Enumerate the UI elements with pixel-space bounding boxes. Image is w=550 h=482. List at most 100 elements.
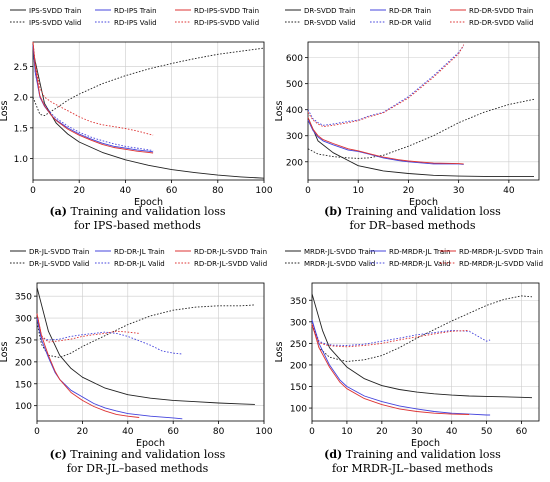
caption-a: (a) Training and validation loss for IPS…	[0, 205, 275, 233]
chart-a-series-line	[32, 41, 154, 136]
caption-b-line1: Training and validation loss	[345, 205, 501, 218]
caption-a-tag: (a)	[49, 205, 67, 218]
chart-d-series-line	[311, 325, 470, 348]
chart-a-xlabel: Epoch	[134, 197, 163, 208]
chart-d-legend-label: RD-MRDR-JL Train	[389, 248, 451, 256]
caption-b-tag: (b)	[324, 205, 343, 218]
caption-c-line1: Training and validation loss	[70, 448, 226, 461]
chart-b-xtick-label: 10	[352, 186, 364, 196]
chart-b-svg: 200 300 400 500 600 0 10 20 30 40 Epoch Loss DR-SVDD…	[274, 7, 540, 208]
chart-d-svg: 100 150 200 250 300 350 0 10 20 30 40 50 60 Epoch Loss…	[274, 248, 543, 449]
chart-c-ytick-label: 350	[15, 293, 32, 303]
chart-d-series-line	[311, 319, 491, 416]
chart-c-legend-label: RD-DR-JL Train	[114, 248, 165, 256]
chart-c-series-line	[36, 317, 183, 355]
chart-d-ytick-label: 100	[290, 405, 307, 415]
chart-d-ytick-label: 300	[290, 318, 307, 328]
chart-b-ytick-label: 600	[286, 54, 303, 64]
chart-a-ytick-label: 2.0	[14, 94, 29, 104]
chart-c-series-line	[36, 313, 140, 418]
chart-c-legend-label: DR-JL-SVDD Valid	[29, 260, 89, 268]
chart-c-series-line	[36, 287, 255, 405]
chart-b-legend-label: RD-DR Train	[389, 7, 431, 15]
chart-d-legend-label: MRDR-JL-SVDD Train	[304, 248, 375, 256]
chart-d-xlabel: Epoch	[411, 438, 440, 449]
caption-c: (c) Training and validation loss for DR-…	[0, 448, 275, 476]
chart-c-xtick-label: 80	[213, 427, 225, 437]
chart-c-series-line	[36, 304, 255, 358]
chart-a-legend-label: IPS-SVDD Train	[29, 7, 81, 15]
chart-b-frame	[307, 41, 540, 181]
chart-c-svg: 100 150 200 250 300 350 0 20 40 60 80 100 Epoch Loss D…	[0, 248, 273, 449]
chart-b-ytick-label: 400	[286, 106, 303, 116]
caption-d-line2: for MRDR-JL–based methods	[331, 462, 494, 475]
chart-a-xtick-label: 60	[166, 186, 178, 196]
chart-a-ytick-label: 2.5	[14, 63, 28, 73]
chart-b-legend-label: DR-SVDD Valid	[304, 19, 356, 27]
chart-b-xtick-label: 0	[305, 186, 311, 196]
caption-a-line1: Training and validation loss	[70, 205, 226, 218]
chart-d-ylabel: Loss	[274, 342, 285, 363]
chart-c-xtick-label: 100	[255, 427, 272, 437]
chart-a-xtick-label: 40	[120, 186, 132, 196]
chart-b-xtick-label: 30	[453, 186, 465, 196]
chart-c-xtick-label: 60	[167, 427, 179, 437]
chart-a-ylabel: Loss	[0, 101, 10, 122]
chart-d-xtick-label: 10	[341, 427, 353, 437]
chart-d-xtick-label: 50	[481, 427, 493, 437]
chart-c-legend-label: DR-JL-SVDD Train	[29, 248, 89, 256]
chart-b-ytick-label: 300	[286, 132, 303, 142]
chart-a-ytick-label: 1.0	[14, 155, 29, 165]
chart-d-series-line	[311, 321, 491, 346]
chart-d-xtick-label: 40	[446, 427, 458, 437]
chart-panel-b: 200 300 400 500 600 0 10 20 30 40 Epoch Loss DR-SVDD…	[274, 0, 550, 241]
caption-d: (d) Training and validation loss for MRD…	[275, 448, 550, 476]
chart-a-svg: 1.0 1.5 2.0 2.5 0 20 40 60 80 100 Epoch Loss IPS-SVD…	[0, 7, 273, 208]
chart-a-legend-label: RD-IPS Train	[114, 7, 157, 15]
chart-a-series-line	[32, 47, 265, 117]
chart-panel-d: 100 150 200 250 300 350 0 10 20 30 40 50 60 Epoch Loss…	[274, 241, 550, 482]
chart-c-xtick-label: 20	[77, 427, 89, 437]
chart-a-xtick-label: 20	[73, 186, 85, 196]
chart-d-xtick-label: 20	[376, 427, 388, 437]
caption-d-line1: Training and validation loss	[345, 448, 501, 461]
chart-a-series-line	[32, 45, 154, 153]
chart-c-frame	[36, 282, 265, 422]
chart-b-series-line	[307, 117, 534, 178]
chart-d-xtick-label: 30	[411, 427, 423, 437]
chart-a-xtick-label: 0	[30, 186, 36, 196]
chart-a-series-line	[32, 45, 154, 152]
chart-d-legend-label: MRDR-JL-SVDD Valid	[304, 260, 375, 268]
chart-d-xtick-label: 60	[516, 427, 528, 437]
chart-b-xtick-label: 40	[503, 186, 515, 196]
chart-d-legend-label: RD-MRDR-JL-SVDD Valid	[459, 260, 543, 268]
chart-a-ytick-label: 1.5	[14, 124, 28, 134]
chart-d-ytick-label: 150	[290, 383, 307, 393]
chart-panel-c: 100 150 200 250 300 350 0 20 40 60 80 100 Epoch Loss D…	[0, 241, 275, 482]
caption-c-tag: (c)	[49, 448, 67, 461]
chart-b-legend-label: RD-DR-SVDD Train	[469, 7, 533, 15]
chart-b-series-line	[307, 119, 464, 165]
chart-c-ytick-label: 100	[15, 402, 32, 412]
chart-b-series-line	[307, 98, 535, 159]
chart-c-xlabel: Epoch	[136, 438, 165, 449]
chart-d-legend-label: RD-MRDR-JL Valid	[389, 260, 451, 268]
chart-a-legend-label: IPS-SVDD Valid	[29, 19, 81, 27]
chart-d-xtick-label: 0	[309, 427, 315, 437]
chart-a-xtick-label: 100	[255, 186, 272, 196]
chart-a-series-line	[32, 41, 154, 154]
chart-c-xtick-label: 0	[34, 427, 40, 437]
chart-d-ytick-label: 200	[290, 361, 307, 371]
chart-b-legend-label: DR-SVDD Train	[304, 7, 356, 15]
chart-c-ytick-label: 200	[15, 358, 32, 368]
chart-b-series-line	[307, 45, 465, 126]
chart-b-xlabel: Epoch	[409, 197, 438, 208]
chart-b-ytick-label: 200	[286, 158, 303, 168]
chart-panel-a: 1.0 1.5 2.0 2.5 0 20 40 60 80 100 Epoch Loss IPS-SVD…	[0, 0, 275, 241]
caption-c-line2: for DR-JL–based methods	[66, 462, 209, 475]
caption-d-tag: (d)	[324, 448, 343, 461]
chart-c-series-line	[36, 317, 183, 420]
chart-c-ylabel: Loss	[0, 342, 10, 363]
chart-c-ytick-label: 250	[15, 336, 32, 346]
chart-b-xtick-label: 20	[403, 186, 415, 196]
